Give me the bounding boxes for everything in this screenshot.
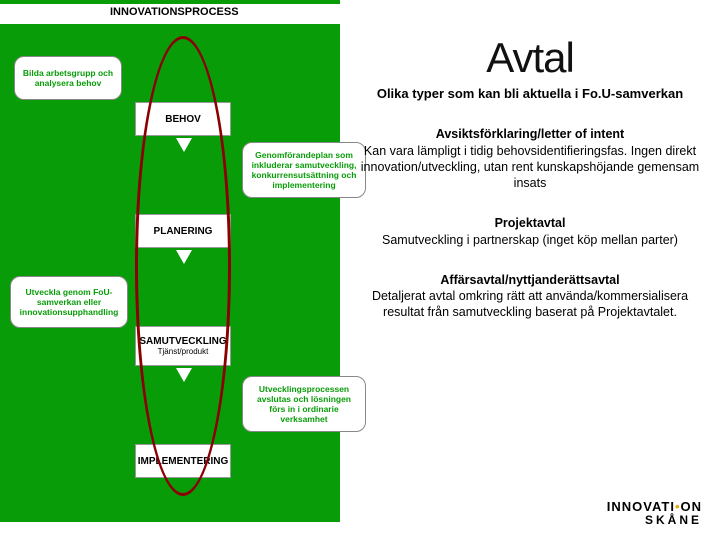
process-header: INNOVATIONSPROCESS [110,6,239,18]
top-bar [0,0,340,4]
section-1-heading: Avsiktsförklaring/letter of intent [360,126,700,142]
section-2-heading: Projektavtal [360,215,700,231]
logo: INNOVATI•ON SKÅNE [607,500,702,526]
logo-line2: SKÅNE [645,513,702,527]
page-subtitle: Olika typer som kan bli aktuella i Fo.U-… [360,86,700,102]
section-2-body: Samutveckling i partnerskap (inget köp m… [360,232,700,248]
callout-3: Utvecklingsprocessen avslutas och lösnin… [242,376,366,432]
section-1: Avsiktsförklaring/letter of intent Kan v… [360,126,700,191]
callout-2: Utveckla genom FoU-samverkan eller innov… [10,276,128,328]
logo-line1a: INNOVATI [607,499,675,514]
logo-line1b: ON [681,499,703,514]
section-3-body: Detaljerat avtal omkring rätt att använd… [360,288,700,321]
ellipse-highlight [135,36,231,496]
page-title: Avtal [360,34,700,82]
section-1-body: Kan vara lämpligt i tidig behovsidentifi… [360,143,700,192]
section-3-heading: Affärsavtal/nyttjanderättsavtal [360,272,700,288]
section-2: Projektavtal Samutveckling i partnerskap… [360,215,700,248]
section-3: Affärsavtal/nyttjanderättsavtal Detaljer… [360,272,700,321]
callout-0: Bilda arbetsgrupp och analysera behov [14,56,122,100]
callout-1: Genomförandeplan som inkluderar samutvec… [242,142,366,198]
right-column: Avtal Olika typer som kan bli aktuella i… [360,0,700,321]
